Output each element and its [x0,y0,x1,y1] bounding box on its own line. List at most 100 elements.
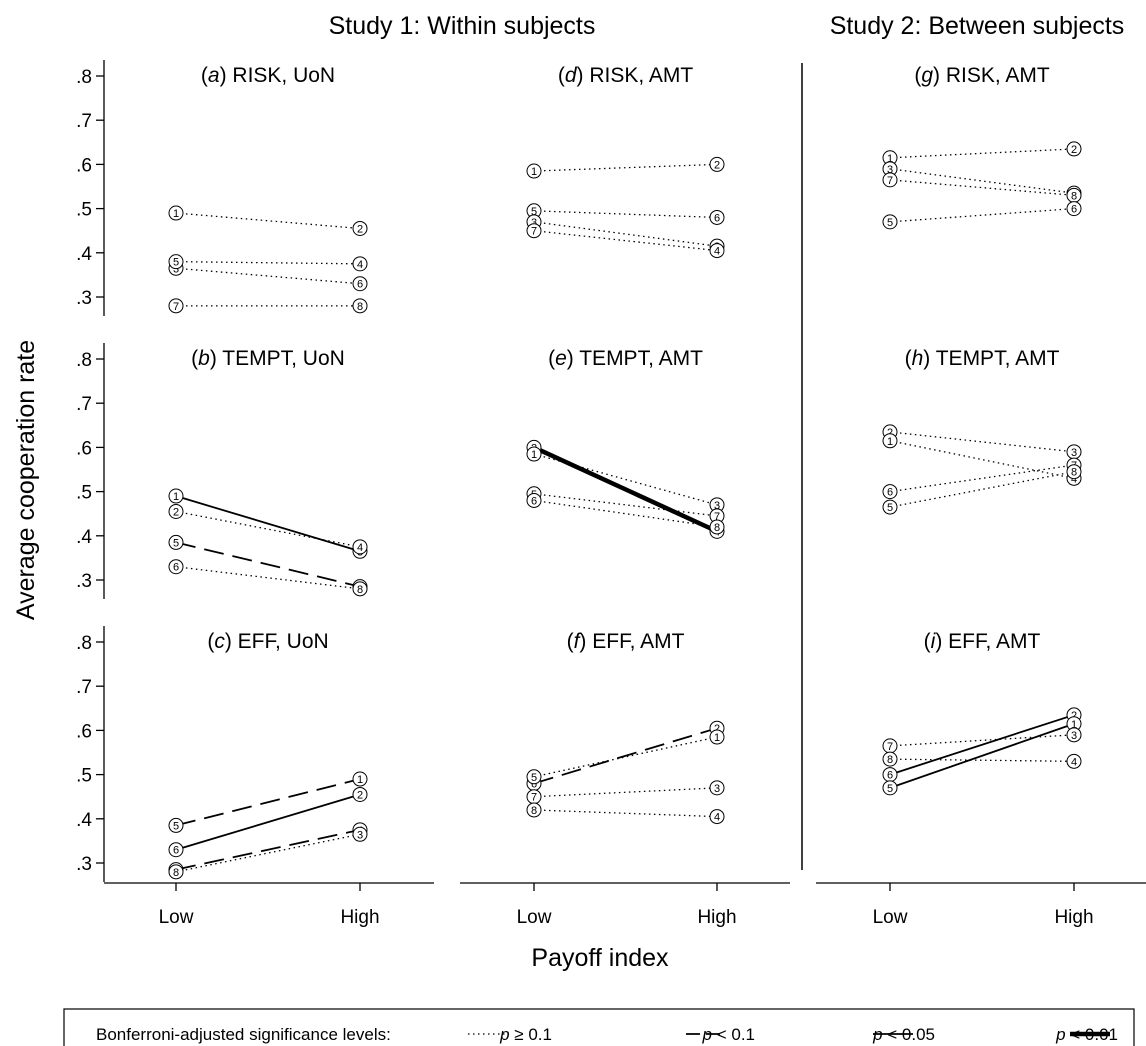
series-line-g-3 [889,207,1075,223]
series-line-i-2 [889,734,1075,747]
series-line-b-0 [175,495,361,553]
marker-a-2-low [168,254,184,270]
marker-a-0-low [168,205,184,221]
marker-label-c-1-high: 2 [357,789,363,801]
series-line-a-2 [175,260,361,265]
series-line-i-3 [889,758,1075,762]
series-line-i-1 [889,722,1075,789]
marker-label-a-1-high: 6 [357,279,363,291]
marker-label-h-2-low: 6 [887,487,893,499]
x-tick-label-i-0: Low [873,907,908,928]
series-line-d-0 [533,163,718,172]
marker-label-i-3-low: 8 [887,754,893,766]
marker-c-0-low [168,817,184,833]
marker-label-f-2-high: 3 [714,783,720,795]
y-tick-label-a-4: .7 [76,111,92,132]
panel-b: (b) TEMPT, UoN.3.4.5.6.7.813245768 [76,343,368,599]
legend-label-thick: p < 0.01 [1055,1025,1118,1044]
marker-c-3-high [352,826,368,842]
y-tick-label-b-3: .6 [76,438,92,459]
series-line-c-3 [175,833,361,873]
panel-f: (f) EFF, AMT Low High 6 2 5 1 7 3 8 4 [460,630,790,928]
study1-title: Study 1: Within subjects [329,12,596,40]
marker-a-1-high [352,276,368,292]
x-tick-label-i-1: High [1054,907,1093,928]
panel-title-f: (f) EFF, AMT [567,630,685,653]
series-line-h-1 [889,440,1075,479]
marker-label-d-1-low: 5 [531,206,537,218]
series-line-c-2 [175,828,361,871]
marker-label-h-3-high: 8 [1071,467,1077,479]
marker-a-3-high [352,298,368,314]
marker-label-g-2-high: 8 [1071,190,1077,202]
marker-a-3-low [168,298,184,314]
marker-f-1-low [526,769,542,785]
marker-b-2-low [168,534,184,550]
marker-label-c-3-low: 8 [173,867,179,879]
series-line-b-3 [175,566,361,590]
marker-label-d-2-low: 3 [531,217,537,229]
marker-label-a-1-low: 3 [173,263,179,275]
panel-a: (a) RISK, UoN .3 .4 .5 .6 .7 .8 1 2 3 6 5 4 7 8 [76,60,368,316]
x-tick-label-c-0: Low [159,907,194,928]
marker-label-f-1-high: 1 [714,732,720,744]
marker-d-1-high [709,209,725,225]
series-line-c-1 [175,793,361,851]
legend-box [63,1008,1135,1046]
series-line-c-0 [175,778,361,827]
marker-e-1-low [526,446,542,462]
marker-g-2-low [882,172,898,188]
marker-label-a-3-high: 8 [357,301,363,313]
y-tick-label-b-5: .8 [76,350,92,371]
study2-title: Study 2: Between subjects [830,12,1125,40]
marker-d-0-low [526,163,542,179]
marker-label-c-1-low: 6 [173,845,179,857]
panel-d: (d) RISK, AMT12563874 [526,64,725,259]
marker-label-c-3-high: 3 [357,829,363,841]
marker-h-3-high [1066,464,1082,480]
panel-title-e: (e) TEMPT, AMT [548,347,703,370]
series-line-g-0 [889,148,1075,159]
series-line-e-2 [533,493,718,517]
marker-label-d-1-high: 6 [714,212,720,224]
marker-b-1-low [168,503,184,519]
marker-label-d-0-low: 1 [531,166,537,178]
marker-b-3-high [352,581,368,597]
marker-f-2-high [709,780,725,796]
y-tick-label-c-0: .3 [76,854,92,875]
marker-label-b-3-high: 8 [357,584,363,596]
panel-h: (h) TEMPT, AMT23146758 [882,347,1082,515]
panel-title-d: (d) RISK, AMT [558,64,694,87]
marker-label-d-3-high: 4 [714,246,720,258]
y-tick-label-b-2: .5 [76,483,92,504]
series-line-h-2 [889,464,1075,493]
marker-label-e-1-high: 3 [714,500,720,512]
marker-label-f-3-high: 4 [714,812,720,824]
marker-h-3-low [882,499,898,515]
marker-label-a-0-low: 1 [173,208,179,220]
panel-g: (g) RISK, AMT12347856 [882,64,1082,230]
marker-a-2-high [352,256,368,272]
series-line-a-1 [175,267,361,285]
marker-c-1-high [352,786,368,802]
marker-label-i-0-low: 6 [887,770,893,782]
y-tick-label-c-4: .7 [76,677,92,698]
marker-label-d-3-low: 7 [531,226,537,238]
marker-label-a-2-high: 4 [357,259,363,271]
marker-label-b-1-high: 4 [357,542,363,554]
marker-i-3-low [882,751,898,767]
marker-label-e-3-low: 6 [531,495,537,507]
x-axis-label: Payoff index [531,944,669,972]
panel-title-b: (b) TEMPT, UoN [191,347,345,370]
marker-label-g-1-low: 3 [887,164,893,176]
series-line-f-0 [533,727,718,785]
marker-label-h-1-high: 4 [1071,473,1077,485]
marker-i-2-high [1066,727,1082,743]
legend-label-solid: p < 0.05 [872,1025,935,1044]
marker-label-h-1-low: 1 [887,436,893,448]
series-line-i-0 [889,714,1075,776]
x-tick-label-c-1: High [340,907,379,928]
y-tick-label-a-0: .3 [76,288,92,309]
marker-label-a-3-low: 7 [173,301,179,313]
